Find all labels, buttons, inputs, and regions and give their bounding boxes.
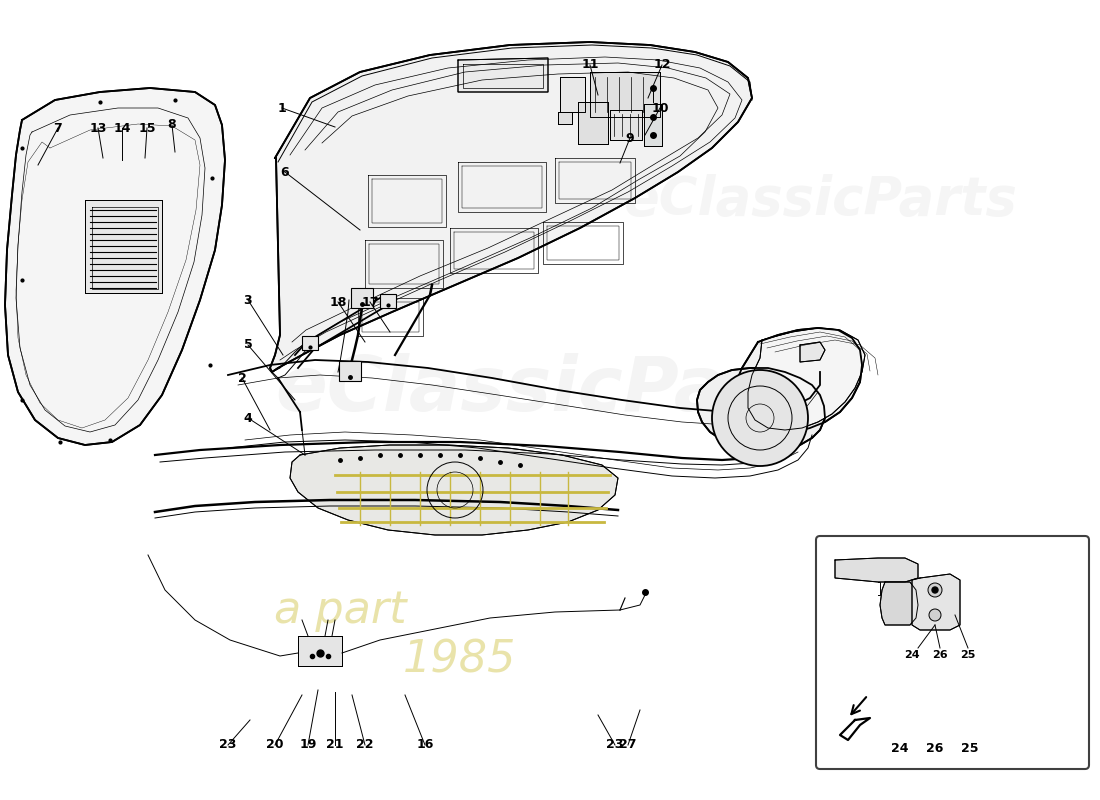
Text: 23: 23 — [606, 738, 624, 751]
Polygon shape — [458, 58, 548, 92]
Polygon shape — [6, 88, 225, 445]
Circle shape — [930, 609, 940, 621]
Text: a part: a part — [274, 589, 406, 631]
Text: eClassicParts: eClassicParts — [275, 353, 845, 427]
Polygon shape — [270, 42, 752, 372]
Polygon shape — [912, 574, 960, 630]
Polygon shape — [835, 558, 918, 582]
Text: 26: 26 — [926, 742, 944, 754]
Polygon shape — [298, 636, 342, 666]
FancyBboxPatch shape — [339, 361, 361, 381]
Text: 6: 6 — [280, 166, 289, 178]
Polygon shape — [734, 328, 862, 432]
Text: 18: 18 — [329, 295, 346, 309]
Text: 25: 25 — [961, 742, 979, 754]
Text: 5: 5 — [243, 338, 252, 351]
Polygon shape — [644, 104, 662, 146]
Polygon shape — [697, 368, 825, 462]
Circle shape — [932, 587, 938, 593]
Polygon shape — [560, 77, 585, 112]
Text: 1985: 1985 — [404, 638, 517, 682]
Polygon shape — [290, 445, 618, 535]
Circle shape — [712, 370, 808, 466]
FancyBboxPatch shape — [351, 288, 373, 308]
Text: 3: 3 — [244, 294, 252, 306]
Text: 11: 11 — [581, 58, 598, 71]
FancyBboxPatch shape — [816, 536, 1089, 769]
Text: 21: 21 — [327, 738, 343, 751]
Text: 13: 13 — [89, 122, 107, 134]
Text: 16: 16 — [416, 738, 433, 751]
FancyBboxPatch shape — [302, 336, 318, 350]
Text: 12: 12 — [653, 58, 671, 71]
Polygon shape — [880, 582, 918, 625]
Polygon shape — [558, 112, 572, 124]
Text: 4: 4 — [243, 411, 252, 425]
Text: 22: 22 — [356, 738, 374, 751]
Polygon shape — [85, 200, 162, 293]
Polygon shape — [590, 72, 660, 117]
Polygon shape — [578, 102, 608, 144]
Text: 26: 26 — [932, 650, 948, 660]
Text: 20: 20 — [266, 738, 284, 751]
Text: 10: 10 — [651, 102, 669, 114]
Polygon shape — [800, 342, 825, 362]
Text: 2: 2 — [238, 371, 246, 385]
Text: 24: 24 — [904, 650, 920, 660]
Text: 1: 1 — [277, 102, 286, 114]
Text: 27: 27 — [619, 738, 637, 751]
Text: 17: 17 — [361, 295, 378, 309]
Text: 8: 8 — [167, 118, 176, 131]
Polygon shape — [748, 328, 865, 430]
Text: 9: 9 — [626, 131, 635, 145]
Text: 19: 19 — [299, 738, 317, 751]
Polygon shape — [610, 110, 642, 140]
Text: 15: 15 — [139, 122, 156, 134]
Text: 25: 25 — [960, 650, 976, 660]
Text: eClassicParts: eClassicParts — [623, 174, 1016, 226]
Text: 14: 14 — [113, 122, 131, 134]
Circle shape — [928, 583, 942, 597]
Text: 24: 24 — [891, 742, 909, 754]
Text: 23: 23 — [219, 738, 236, 751]
FancyBboxPatch shape — [379, 294, 396, 308]
Text: 7: 7 — [54, 122, 63, 134]
